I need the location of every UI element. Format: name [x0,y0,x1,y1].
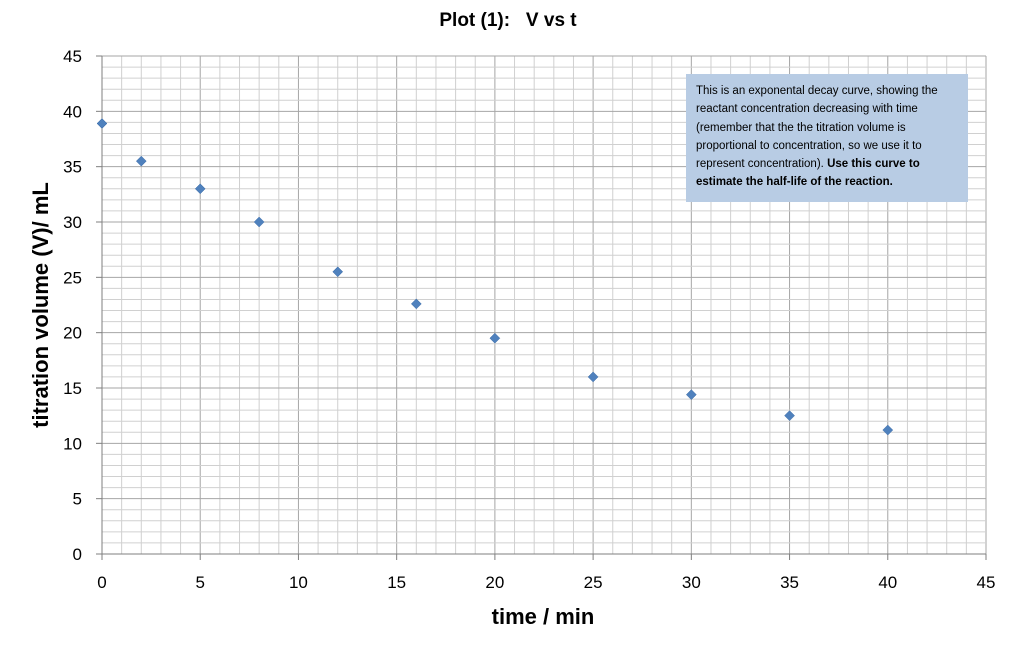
x-tick-label: 45 [977,573,996,592]
x-tick-label: 15 [387,573,406,592]
data-point [96,118,108,129]
data-point [253,216,265,228]
y-tick-label: 20 [63,324,82,343]
data-point [784,410,795,422]
data-points [96,118,894,436]
y-tick-label: 45 [63,47,82,66]
annotation-bold-text: Use this curve to estimate the half-life… [696,158,920,189]
x-tick-label: 20 [485,573,504,592]
data-point [489,332,501,344]
y-tick-labels: 0 5 10 15 20 25 30 35 40 45 [63,47,82,564]
data-point [882,424,894,436]
data-point [332,266,344,278]
annotation-text: This is an exponental decay curve, showi… [696,85,938,171]
x-tick-label: 0 [97,573,106,592]
data-point [410,298,422,310]
chart-title: Plot (1): V vs t [439,10,577,31]
data-point [194,183,206,195]
data-point [135,155,147,167]
y-tick-label: 30 [63,213,82,232]
axes [96,55,987,560]
y-tick-label: 5 [73,490,82,509]
x-tick-label: 25 [584,573,603,592]
x-tick-labels: 0 5 10 15 20 25 30 35 40 45 [97,573,995,592]
y-tick-label: 0 [73,545,82,564]
y-tick-label: 35 [63,158,82,177]
y-tick-label: 25 [63,268,82,287]
annotation-box: This is an exponental decay curve, showi… [686,74,968,202]
x-tick-label: 40 [878,573,897,592]
y-tick-label: 10 [63,434,82,453]
data-point [587,371,599,383]
x-tick-label: 10 [289,573,308,592]
data-point [685,389,697,400]
x-tick-label: 5 [195,573,204,592]
y-tick-label: 40 [63,102,82,121]
y-tick-label: 15 [63,379,82,398]
x-tick-label: 35 [780,573,799,592]
y-axis-label: titration volume (V)/ mL [28,182,53,428]
x-axis-label: time / min [492,604,595,629]
x-tick-label: 30 [682,573,701,592]
